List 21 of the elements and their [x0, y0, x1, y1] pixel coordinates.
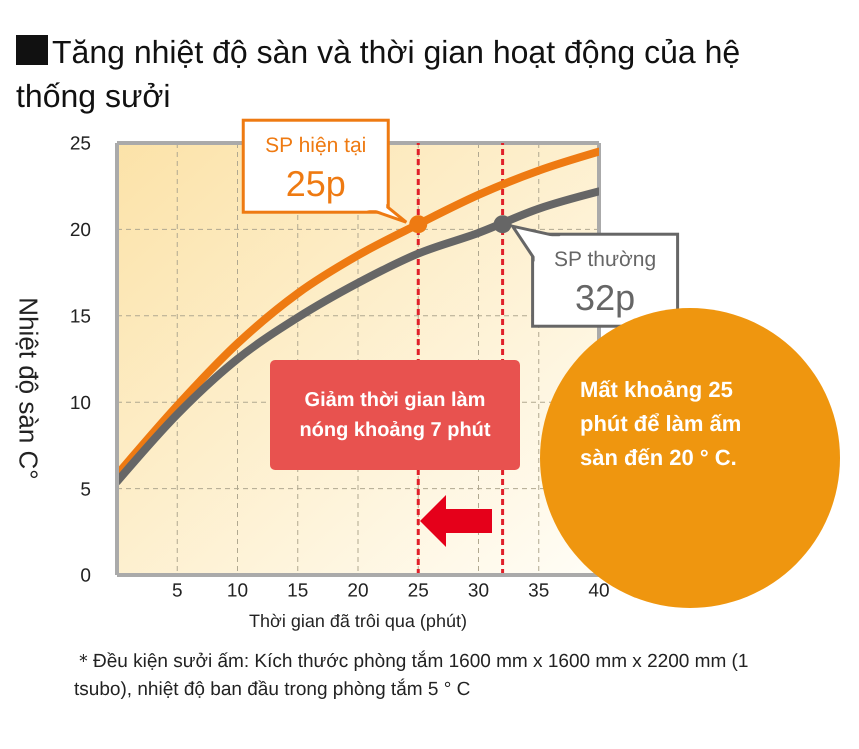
x-tick-label: 10 [226, 580, 248, 602]
y-tick-label: 5 [80, 479, 91, 500]
x-tick-label: 20 [347, 580, 369, 602]
x-tick-label: 40 [588, 580, 610, 602]
y-tick-label: 25 [70, 134, 91, 155]
annotation: Mất khoảng 25 phút để làm ấm sàn đến 20 ° C. [580, 376, 742, 472]
y-tick-label: 20 [70, 220, 91, 242]
x-axis-title: Thời gian đã trôi qua (phút) [249, 611, 467, 631]
x-tick-label: 35 [528, 580, 550, 602]
y-tick-label: 0 [80, 566, 91, 587]
x-tick-label: 15 [287, 580, 308, 602]
text: ＊Đều kiện sưởi ấm: Kích thước phòng tắm 1600 mm x 1600 mm x 2200 mm (1 tsubo), nhiệt độ ban đầu trong phòng tắm 5 ° C [74, 648, 774, 704]
y-axis-title: Nhiệt độ sàn C° [12, 296, 44, 480]
annotation: SP hiện tại 25p [265, 134, 366, 204]
chart-title: Tăng nhiệt độ sàn và thời gian hoạt động của hệ thống sưởi [16, 34, 740, 114]
y-tick-label: 15 [70, 306, 91, 328]
x-tick-label: 25 [408, 580, 429, 602]
x-tick-label: 30 [468, 580, 490, 602]
x-tick-label: 5 [172, 580, 183, 602]
annotation: SP thường 32p [554, 248, 656, 318]
y-tick-label: 10 [70, 392, 91, 414]
